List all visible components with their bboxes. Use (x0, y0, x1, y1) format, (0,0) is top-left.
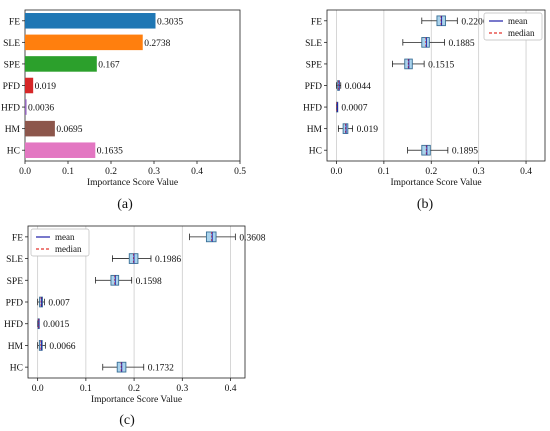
y-category-label: FE (9, 17, 20, 27)
bar-value-label: 0.0695 (56, 125, 82, 135)
x-tick-label: 0.1 (80, 384, 92, 394)
bar (25, 34, 143, 51)
legend-median-label: median (508, 28, 535, 38)
panel-a-chart: 0.0 0.1 0.2 0.3 0.4 0.5 Importance Score Value… (1, 9, 246, 188)
y-category-label: HFD (303, 104, 322, 114)
y-category-label: PFD (3, 82, 21, 92)
x-tick-label: 0.0 (32, 384, 44, 394)
bar-value-label: 0.2738 (144, 39, 170, 49)
x-tick-label: 0.2 (105, 167, 117, 177)
y-category-label: FE (311, 17, 322, 27)
box-value-label: 0.019 (357, 125, 379, 135)
legend-median-label: median (55, 244, 82, 254)
box-value-label: 0.0007 (341, 104, 367, 114)
bar (25, 142, 96, 158)
bar-value-label: 0.3035 (157, 17, 183, 27)
y-category-label: HC (7, 147, 20, 157)
box-value-label: 0.0015 (43, 320, 69, 330)
y-category-label: SLE (3, 39, 20, 49)
x-axis-title: Importance Score Value (91, 395, 182, 405)
box-value-label: 0.0066 (49, 342, 75, 352)
plot-frame (24, 9, 241, 162)
y-category-label: HM (307, 125, 323, 135)
box-value-label: 0.1986 (155, 255, 181, 265)
bar-value-label: 0.1635 (97, 147, 123, 157)
bar-value-label: 0.167 (98, 60, 120, 70)
y-category-label: PFD (305, 82, 323, 92)
x-tick-label: 0.5 (234, 167, 246, 177)
box-value-label: 0.1515 (428, 60, 454, 70)
y-category-label: SLE (305, 39, 322, 49)
x-axis-title: Importance Score Value (87, 178, 178, 188)
y-category-label: SPE (7, 277, 24, 287)
panel-c-chart: 0.0 0.1 0.2 0.3 0.4 Importance Score Value FE S… (4, 225, 266, 405)
bar (25, 56, 97, 72)
y-category-label: HC (309, 147, 322, 157)
y-category-label: SPE (4, 60, 21, 70)
x-tick-label: 0.4 (520, 167, 532, 177)
x-tick-label: 0.0 (331, 167, 343, 177)
y-category-label: SLE (6, 255, 23, 265)
x-tick-label: 0.3 (176, 384, 188, 394)
y-category-label: HM (8, 342, 24, 352)
y-category-label: SPE (306, 60, 323, 70)
x-axis-title: Importance Score Value (390, 178, 481, 188)
y-category-label: HFD (1, 104, 20, 114)
bar (25, 99, 27, 115)
x-tick-label: 0.1 (62, 167, 74, 177)
y-category-label: HFD (4, 320, 23, 330)
box-value-label: 0.1732 (148, 364, 174, 374)
panel-b-chart: 0.0 0.1 0.2 0.3 0.4 Importance Score Value FE S… (303, 9, 546, 188)
box-value-label: 0.3608 (239, 233, 265, 243)
box-value-label: 0.1895 (452, 147, 478, 157)
bar-value-label: 0.019 (35, 82, 57, 92)
box-value-label: 0.1885 (449, 39, 475, 49)
x-tick-label: 0.2 (128, 384, 140, 394)
panel-c-caption: (c) (119, 413, 135, 428)
box-value-label: 0.007 (48, 299, 70, 309)
x-tick-label: 0.3 (473, 167, 485, 177)
x-tick-label: 0.1 (378, 167, 390, 177)
y-category-label: HM (5, 125, 21, 135)
y-category-label: FE (12, 233, 23, 243)
x-tick-label: 0.3 (148, 167, 160, 177)
legend-mean-label: mean (508, 16, 528, 26)
panel-a-caption: (a) (117, 197, 133, 212)
x-tick-label: 0.0 (19, 167, 31, 177)
legend-box (483, 12, 543, 41)
bar (25, 13, 156, 29)
y-category-label: HC (10, 364, 23, 374)
box-value-label: 0.1598 (136, 277, 162, 287)
bar (25, 77, 34, 94)
panel-b-caption: (b) (417, 197, 434, 212)
y-category-label: PFD (6, 299, 24, 309)
box-value-label: 0.0044 (345, 82, 371, 92)
bar (25, 120, 55, 137)
x-tick-label: 0.4 (191, 167, 203, 177)
legend-box (30, 228, 90, 257)
x-tick-label: 0.4 (225, 384, 237, 394)
bar-value-label: 0.0036 (28, 104, 54, 114)
box-value-label: 0.2206 (461, 17, 487, 27)
legend-mean-label: mean (55, 232, 75, 242)
x-tick-label: 0.2 (425, 167, 437, 177)
